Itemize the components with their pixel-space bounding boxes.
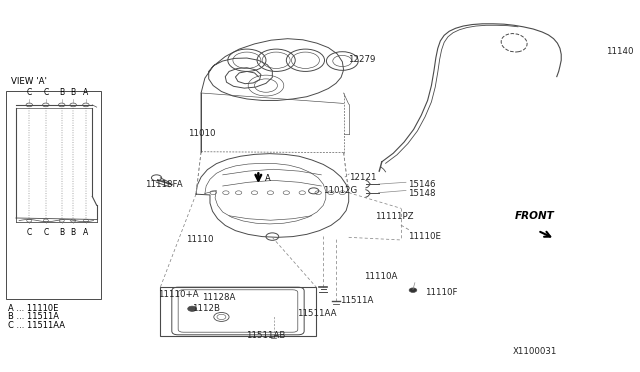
Bar xyxy=(6,91,100,299)
Circle shape xyxy=(188,306,196,311)
Text: B: B xyxy=(59,228,64,237)
Text: X1100031: X1100031 xyxy=(513,347,557,356)
Text: 15146: 15146 xyxy=(408,180,435,189)
Text: 11118FA: 11118FA xyxy=(145,180,182,189)
Text: 11110: 11110 xyxy=(186,235,213,244)
Text: VIEW 'A': VIEW 'A' xyxy=(12,77,47,86)
Text: 11010: 11010 xyxy=(188,129,216,138)
Circle shape xyxy=(409,288,417,292)
Text: A: A xyxy=(83,89,88,97)
Text: 11511AB: 11511AB xyxy=(246,331,285,340)
Text: C: C xyxy=(27,228,32,237)
Text: 1112B: 1112B xyxy=(192,304,220,312)
Text: C: C xyxy=(43,89,49,97)
Text: 11140: 11140 xyxy=(606,47,633,56)
Text: 11110F: 11110F xyxy=(425,288,458,297)
Text: A: A xyxy=(83,228,88,237)
Text: 11110A: 11110A xyxy=(364,272,397,281)
Text: 12279: 12279 xyxy=(348,55,376,64)
Text: C: C xyxy=(27,89,32,97)
Text: 15148: 15148 xyxy=(408,189,435,198)
Text: 11111PZ: 11111PZ xyxy=(376,212,414,221)
Text: B ... 11511A: B ... 11511A xyxy=(8,312,59,321)
Text: 11110E: 11110E xyxy=(408,232,441,241)
Text: 11110+A: 11110+A xyxy=(159,290,199,299)
Text: B: B xyxy=(70,228,76,237)
Text: A ... 11110E: A ... 11110E xyxy=(8,304,58,313)
Text: 11511AA: 11511AA xyxy=(297,310,337,318)
Text: 12121: 12121 xyxy=(349,173,376,182)
Text: C: C xyxy=(43,228,49,237)
Text: FRONT: FRONT xyxy=(515,211,554,221)
Text: A: A xyxy=(265,174,271,183)
Text: B: B xyxy=(59,89,64,97)
Text: 11511A: 11511A xyxy=(340,296,374,305)
Text: 11128A: 11128A xyxy=(202,293,236,302)
Text: 11012G: 11012G xyxy=(323,186,358,195)
Text: C ... 11511AA: C ... 11511AA xyxy=(8,321,65,330)
Bar xyxy=(161,287,316,336)
Text: B: B xyxy=(70,89,76,97)
